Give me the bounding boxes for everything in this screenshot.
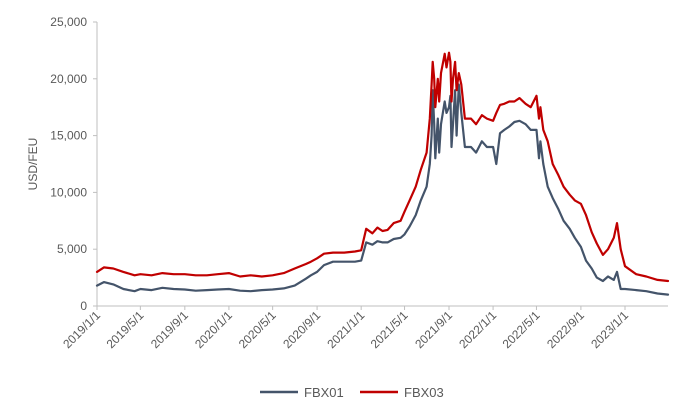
y-tick-label: 10,000 <box>50 185 87 199</box>
y-tick-label: 20,000 <box>50 72 87 86</box>
y-tick-label: 25,000 <box>50 15 87 29</box>
y-axis-title: USD/FEU <box>26 138 40 191</box>
x-tick-label: 2019/5/1 <box>104 308 147 351</box>
x-tick-label: 2019/1/1 <box>60 308 103 351</box>
legend-label-fbx03: FBX03 <box>404 385 444 400</box>
x-tick-label: 2022/1/1 <box>456 308 499 351</box>
x-tick-label: 2021/9/1 <box>412 308 455 351</box>
y-tick-label: 0 <box>80 299 87 313</box>
y-tick-label: 15,000 <box>50 129 87 143</box>
x-tick-label: 2020/1/1 <box>192 308 235 351</box>
x-tick-label: 2019/9/1 <box>148 308 191 351</box>
series-line-fbx01 <box>95 83 670 296</box>
series-line-fbx03 <box>95 51 670 283</box>
x-tick-label: 2022/9/1 <box>544 308 587 351</box>
x-tick-label: 2020/5/1 <box>236 308 279 351</box>
x-tick-label: 2021/5/1 <box>368 308 411 351</box>
legend: FBX01 FBX03 <box>260 385 444 400</box>
y-ticks: 0 5,000 10,000 15,000 20,000 25,000 <box>50 15 97 313</box>
series-lines <box>95 51 670 296</box>
legend-label-fbx01: FBX01 <box>304 385 344 400</box>
y-tick-label: 5,000 <box>57 242 87 256</box>
x-ticks: 2019/1/1 2019/5/1 2019/9/1 2020/1/1 2020/5/1… <box>60 306 631 351</box>
x-tick-label: 2021/1/1 <box>324 308 367 351</box>
x-tick-label: 2020/9/1 <box>280 308 323 351</box>
x-tick-label: 2022/5/1 <box>500 308 543 351</box>
x-tick-label: 2023/1/1 <box>588 308 631 351</box>
